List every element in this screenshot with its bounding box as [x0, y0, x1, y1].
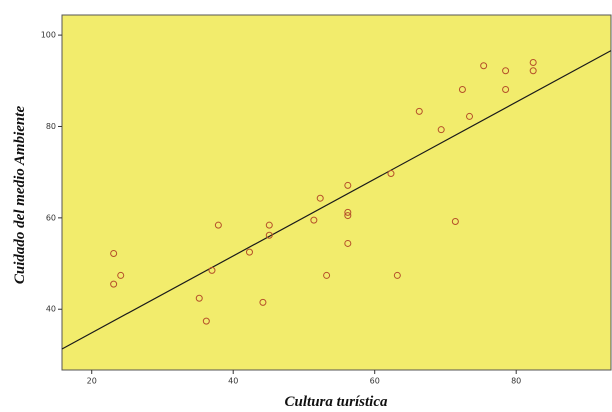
point [117, 271, 125, 279]
x-tick-label: 40 [228, 377, 238, 386]
point [466, 112, 474, 120]
point [265, 221, 273, 229]
point [451, 218, 459, 226]
y-tick-label: 40 [46, 305, 56, 314]
point [387, 170, 395, 178]
point [110, 280, 118, 288]
point [265, 231, 273, 239]
point [245, 248, 253, 256]
point [344, 208, 352, 216]
fit-line [61, 50, 612, 350]
x-axis-title: Cultura turística [285, 394, 388, 410]
point [259, 298, 267, 306]
point [208, 266, 216, 274]
point [529, 67, 537, 75]
x-tick-label: 20 [87, 377, 97, 386]
x-tick-label: 80 [511, 377, 521, 386]
point [344, 239, 352, 247]
point [323, 271, 331, 279]
y-tick-label: 80 [46, 122, 56, 131]
point [502, 67, 510, 75]
x-tick-label: 60 [370, 377, 380, 386]
point [415, 107, 423, 115]
point [310, 216, 318, 224]
y-axis-title: Cuidado del medio Ambiente [12, 106, 28, 285]
point [344, 212, 352, 220]
point [529, 59, 537, 67]
point [195, 294, 203, 302]
point [437, 126, 445, 134]
point [480, 62, 488, 70]
point [502, 85, 510, 93]
point [393, 271, 401, 279]
point [202, 317, 210, 325]
point [110, 249, 118, 257]
plot-area [61, 14, 612, 371]
y-tick-label: 60 [46, 213, 56, 222]
point [458, 85, 466, 93]
y-tick-label: 100 [41, 31, 56, 40]
point [344, 181, 352, 189]
point [316, 194, 324, 202]
point [214, 221, 222, 229]
